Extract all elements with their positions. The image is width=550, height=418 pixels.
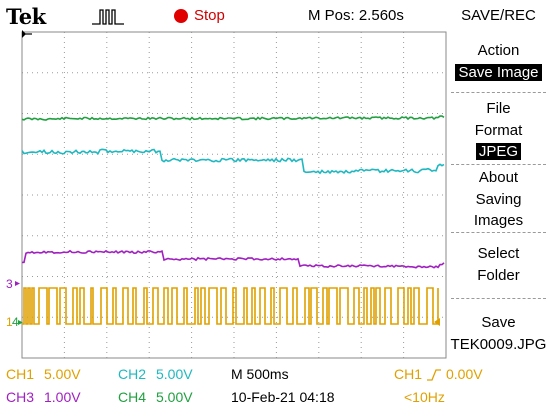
trigger-source: CH1 [394, 366, 423, 382]
ch1-scale: 5.00V [44, 366, 81, 382]
save-filename: TEK0009.JPG [450, 335, 547, 353]
save-softkey[interactable]: Save TEK0009.JPG [447, 312, 550, 355]
run-state-label: Stop [194, 7, 225, 24]
select-folder-label-2: Folder [477, 266, 520, 284]
ch1-ground-marker: 1 [6, 315, 13, 329]
save-label: Save [481, 314, 516, 331]
ch1-trace [22, 287, 439, 325]
menu-divider [451, 92, 546, 93]
file-format-value: JPEG [475, 143, 522, 160]
ch3-marker-arrow [15, 281, 20, 286]
about-label-1: About [478, 169, 519, 186]
menu-divider [451, 232, 546, 233]
trigger-level-marker [434, 318, 440, 326]
graticule [22, 32, 446, 358]
about-label-2: Saving [475, 190, 522, 208]
timebase-readout: M 500ms [231, 366, 289, 382]
trigger-frequency: <10Hz [404, 389, 445, 405]
trigger-pulse-icon [92, 9, 124, 25]
action-value: Save Image [455, 63, 542, 81]
about-label-3: Images [473, 212, 524, 229]
ch3-trace [21, 249, 445, 269]
ch1-label: CH1 [6, 366, 35, 382]
file-format-label-2: Format [474, 121, 523, 139]
action-softkey[interactable]: Action Save Image [447, 40, 550, 83]
horizontal-position-readout: M Pos: 2.560s [308, 7, 404, 24]
graticule-frame [21, 31, 447, 359]
brand-logo: Tek [6, 4, 46, 29]
date-time: 10-Feb-21 04:18 [231, 389, 335, 405]
menu-divider [451, 164, 546, 165]
rising-edge-icon [427, 369, 441, 381]
channel-status-bar: CH1 5.00V CH2 5.00V M 500ms CH1 0.00V CH… [0, 362, 550, 418]
ch4-scale: 5.00V [156, 389, 193, 405]
about-saving-softkey[interactable]: About Saving Images [447, 167, 550, 232]
menu-divider [451, 298, 546, 299]
ch4-ground-marker: 4 [12, 315, 19, 329]
top-status-bar: Tek Stop M Pos: 2.560s [0, 0, 446, 32]
ch2-label: CH2 [118, 366, 147, 382]
softkey-menu: Action Save Image File Format JPEG About… [447, 32, 550, 358]
select-folder-label-1: Select [477, 245, 520, 262]
ch1-digital-waveform [22, 287, 439, 325]
trigger-level: 0.00V [446, 366, 483, 382]
stop-indicator-icon [174, 9, 188, 23]
ch3-scale: 1.00V [44, 389, 81, 405]
ch4-marker-arrow [18, 320, 23, 325]
ch3-label: CH3 [6, 389, 35, 405]
select-folder-softkey[interactable]: Select Folder [447, 243, 550, 286]
action-label: Action [477, 42, 520, 59]
file-format-label-1: File [486, 100, 511, 117]
ch2-scale: 5.00V [156, 366, 193, 382]
menu-title: SAVE/REC [461, 7, 536, 24]
ch4-trace [21, 115, 445, 121]
ch2-trace [21, 148, 445, 175]
ch3-ground-marker: 3 [6, 277, 13, 291]
ch4-label: CH4 [118, 389, 147, 405]
file-format-softkey[interactable]: File Format JPEG [447, 98, 550, 163]
